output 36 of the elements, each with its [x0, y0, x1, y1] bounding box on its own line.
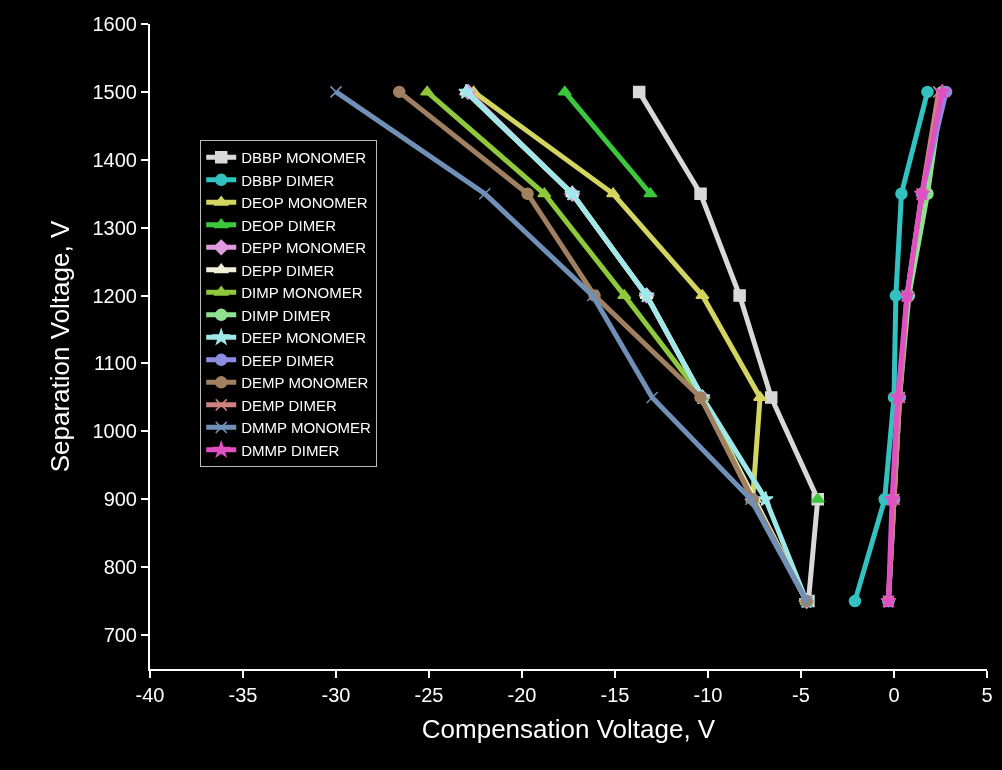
x-axis-title: Compensation Voltage, V: [421, 714, 716, 745]
y-tick-label: 700: [103, 624, 137, 647]
x-tick-label: -15: [600, 684, 630, 706]
legend-label: DIMP DIMER: [241, 306, 332, 324]
y-tick-label: 1000: [92, 420, 137, 443]
y-tick-label: 1100: [93, 352, 137, 375]
y-tick-label: 900: [103, 488, 137, 511]
legend-label: DMMP MONOMER: [241, 419, 372, 437]
legend-label: DBBP DIMER: [241, 171, 335, 189]
x-tick-label: 5: [981, 684, 993, 706]
y-tick-label: 1400: [92, 148, 137, 171]
y-tick-label: 1500: [92, 80, 137, 103]
legend-label: DEPP MONOMER: [241, 239, 367, 257]
y-tick-label: 1200: [92, 284, 137, 307]
x-tick-label: -40: [135, 684, 165, 706]
legend-label: DIMP MONOMER: [241, 284, 363, 302]
x-tick-label: -20: [507, 684, 537, 706]
legend-label: DEEP MONOMER: [241, 329, 367, 347]
legend-label: DBBP MONOMER: [241, 149, 367, 167]
y-axis-title: Separation Voltage, V: [45, 220, 76, 473]
legend-label: DEPP DIMER: [241, 261, 335, 279]
y-tick-label: 1300: [92, 216, 137, 239]
x-tick-label: -35: [228, 684, 258, 706]
legend-label: DEMP MONOMER: [241, 374, 369, 392]
y-tick-label: 800: [103, 556, 137, 579]
legend-label: DEMP DIMER: [241, 396, 337, 414]
legend-label: DMMP DIMER: [241, 441, 340, 459]
x-tick-label: -5: [792, 684, 810, 706]
y-tick-label: 1600: [92, 13, 137, 35]
x-tick-label: 0: [888, 684, 900, 706]
legend-label: DEOP MONOMER: [241, 194, 368, 212]
x-tick-label: -10: [693, 684, 723, 706]
legend-label: DEOP DIMER: [241, 216, 337, 234]
x-tick-label: -30: [321, 684, 351, 706]
legend-label: DEEP DIMER: [241, 351, 335, 369]
x-tick-label: -25: [414, 684, 444, 706]
